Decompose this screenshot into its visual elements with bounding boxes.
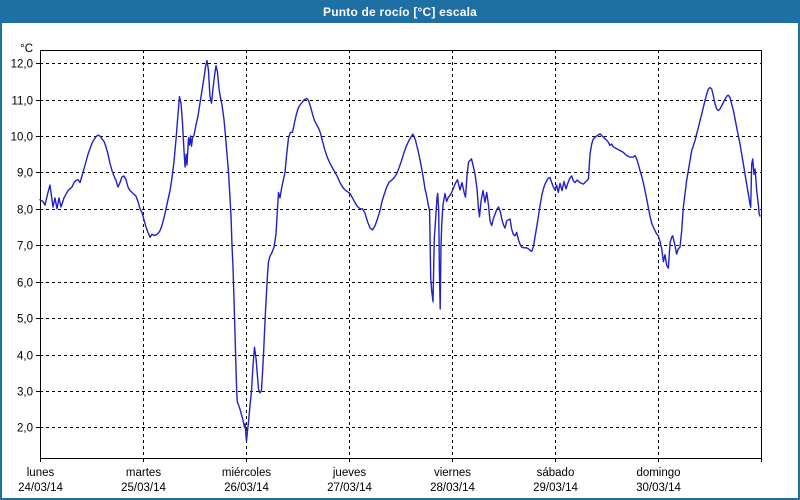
dew-point-line-chart: 12,0 11,0 10,0 9,0 8,0 7,0 6,0 5,0 4,0 3,0 2,0 °C lu… [11, 43, 762, 494]
y-tick-label: 4,0 [17, 351, 33, 363]
x-tick-date-label: 24/03/14 [18, 482, 63, 494]
y-tick-label: 6,0 [17, 278, 33, 290]
y-tick-label: 11,0 [11, 96, 33, 108]
x-tick-date-label: 25/03/14 [121, 482, 166, 494]
x-tick-day-label: martes [126, 467, 161, 479]
y-tick-label: 12,0 [11, 59, 33, 71]
axes [36, 63, 762, 462]
x-tick-date-label: 28/03/14 [430, 482, 475, 494]
y-tick-label: 3,0 [17, 387, 33, 399]
x-tick-date-label: 29/03/14 [533, 482, 578, 494]
x-tick-day-label: jueves [332, 467, 366, 479]
axis-labels: 12,0 11,0 10,0 9,0 8,0 7,0 6,0 5,0 4,0 3,0 2,0 °C lu… [11, 43, 682, 494]
chart-title: Punto de rocío [°C] escala [322, 5, 478, 19]
y-tick-label: 9,0 [17, 168, 33, 180]
y-axis-unit-label: °C [20, 43, 33, 55]
y-tick-label: 7,0 [17, 241, 33, 253]
x-tick-date-label: 26/03/14 [224, 482, 269, 494]
y-tick-label: 2,0 [17, 423, 33, 435]
dew-point-series-line [39, 59, 761, 442]
y-tick-label: 10,0 [11, 132, 33, 144]
gridlines [40, 50, 761, 458]
plot-frame [40, 50, 762, 459]
x-tick-day-label: miércoles [222, 467, 271, 479]
x-tick-day-label: viernes [434, 467, 471, 479]
chart-title-bar: Punto de rocío [°C] escala [2, 2, 798, 23]
chart-area: 12,0 11,0 10,0 9,0 8,0 7,0 6,0 5,0 4,0 3,0 2,0 °C lu… [2, 23, 798, 498]
y-tick-label: 5,0 [17, 314, 33, 326]
x-tick-day-label: sábado [537, 467, 575, 479]
y-tick-label: 8,0 [17, 205, 33, 217]
x-tick-date-label: 27/03/14 [327, 482, 372, 494]
x-tick-day-label: lunes [27, 467, 55, 479]
x-tick-date-label: 30/03/14 [636, 482, 681, 494]
x-tick-day-label: domingo [636, 467, 680, 479]
